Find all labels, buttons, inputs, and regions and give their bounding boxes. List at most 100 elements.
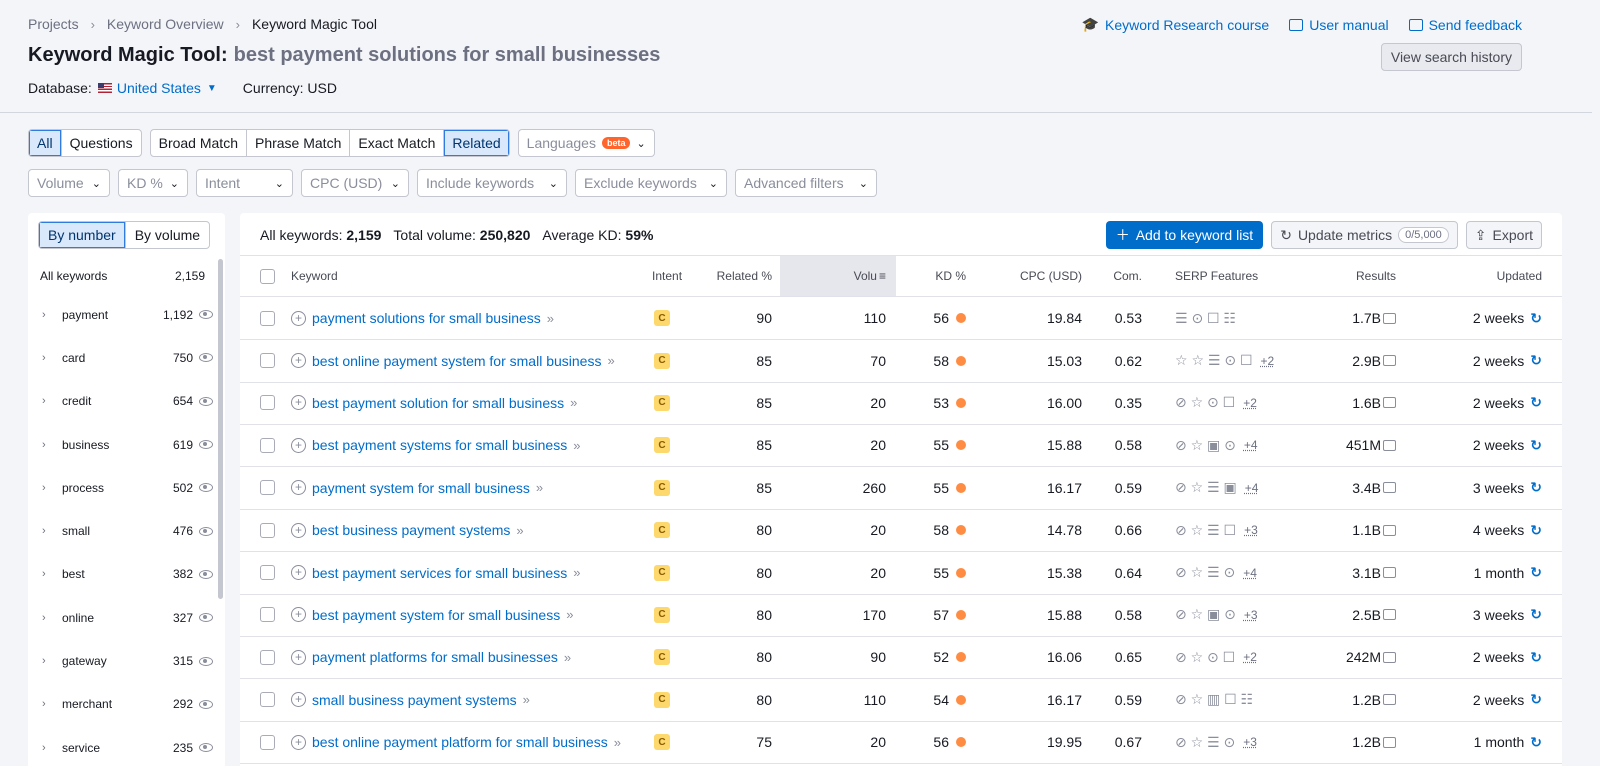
eye-icon[interactable] [199,569,213,579]
chevron-right-icon[interactable]: › [42,525,46,538]
keyword-link[interactable]: best payment system for small business [312,606,561,623]
row-checkbox[interactable] [260,310,275,326]
row-checkbox[interactable] [260,353,275,369]
breadcrumb-projects[interactable]: Projects [28,16,79,32]
add-keyword-icon[interactable]: + [291,522,306,538]
row-checkbox[interactable] [260,607,275,623]
chevron-right-icon[interactable]: › [42,438,46,451]
all-keywords-group[interactable]: All keywords 2,159 [40,269,205,283]
serp-snapshot-icon[interactable] [1383,651,1396,663]
row-checkbox[interactable] [260,734,275,750]
add-to-keyword-list-button[interactable]: ＋ Add to keyword list [1105,221,1264,249]
keyword-link[interactable]: payment platforms for small businesses [312,649,558,666]
refresh-icon[interactable]: ↻ [1530,352,1542,369]
keyword-link[interactable]: best payment solution for small business [312,394,565,411]
serp-more-link[interactable]: +2 [1260,353,1275,368]
serp-snapshot-icon[interactable] [1383,397,1396,409]
col-keyword[interactable]: Keyword [291,269,338,283]
double-chevron-icon[interactable]: » [566,607,574,623]
row-checkbox[interactable] [260,480,275,496]
exclude-keywords-filter[interactable]: Exclude keywords ⌄ [575,169,727,197]
refresh-icon[interactable]: ↻ [1530,436,1542,453]
eye-icon[interactable] [199,526,213,536]
keyword-link[interactable]: best payment systems for small business [312,437,568,454]
refresh-icon[interactable]: ↻ [1530,648,1542,665]
sidebar-group-item[interactable]: › business 619 [28,423,213,466]
update-metrics-button[interactable]: ↻ Update metrics 0/5,000 [1271,221,1458,249]
chevron-right-icon[interactable]: › [42,698,46,711]
row-checkbox[interactable] [260,395,275,411]
tab-broad-match[interactable]: Broad Match [151,130,247,156]
keyword-link[interactable]: payment solutions for small business [312,310,541,327]
serp-snapshot-icon[interactable] [1383,694,1396,706]
kd-filter[interactable]: KD % ⌄ [118,169,188,197]
eye-icon[interactable] [199,699,213,709]
eye-icon[interactable] [199,310,213,320]
sidebar-group-item[interactable]: › best 382 [28,553,213,596]
advanced-filters[interactable]: Advanced filters ⌄ [735,169,877,197]
serp-more-link[interactable]: +2 [1243,650,1257,665]
export-button[interactable]: ⇪ Export [1465,221,1542,249]
refresh-icon[interactable]: ↻ [1530,606,1542,623]
sidebar-group-item[interactable]: › small 476 [28,509,213,552]
sidebar-scrollbar[interactable] [218,259,223,599]
row-checkbox[interactable] [260,692,275,708]
add-keyword-icon[interactable]: + [291,607,306,623]
send-feedback-link[interactable]: Send feedback [1408,16,1522,33]
double-chevron-icon[interactable]: » [546,310,555,326]
tab-questions[interactable]: Questions [69,135,133,151]
sidebar-group-item[interactable]: › process 502 [28,466,213,509]
serp-more-link[interactable]: +2 [1243,395,1257,410]
sidebar-group-item[interactable]: › online 327 [28,596,213,639]
add-keyword-icon[interactable]: + [291,395,306,411]
database-dropdown[interactable]: United States [116,80,201,96]
keyword-link[interactable]: best business payment systems [312,522,511,539]
col-cpc[interactable]: CPC (USD) [1020,269,1082,283]
double-chevron-icon[interactable]: » [573,437,581,453]
serp-snapshot-icon[interactable] [1383,439,1396,451]
languages-dropdown[interactable]: Languages beta ⌄ [517,129,655,157]
eye-icon[interactable] [199,440,213,450]
keyword-link[interactable]: best online payment system for small bus… [312,352,602,369]
chevron-right-icon[interactable]: › [42,308,46,321]
refresh-icon[interactable]: ↻ [1530,733,1542,750]
tab-all[interactable]: All [29,130,62,156]
double-chevron-icon[interactable]: » [516,522,524,538]
chevron-right-icon[interactable]: › [42,568,46,581]
tab-related[interactable]: Related [444,130,509,156]
keyword-link[interactable]: payment system for small business [312,479,530,496]
sidebar-group-item[interactable]: › credit 654 [28,380,213,423]
serp-snapshot-icon[interactable] [1383,524,1396,536]
add-keyword-icon[interactable]: + [291,480,306,496]
add-keyword-icon[interactable]: + [291,353,306,369]
eye-icon[interactable] [199,353,213,363]
tab-phrase-match[interactable]: Phrase Match [247,130,351,156]
col-updated[interactable]: Updated [1496,269,1542,283]
add-keyword-icon[interactable]: + [291,437,306,453]
row-checkbox[interactable] [260,565,275,581]
chevron-right-icon[interactable]: › [42,655,46,668]
sidebar-group-item[interactable]: › payment 1,192 [28,293,213,336]
keyword-link[interactable]: best online payment platform for small b… [312,734,608,751]
chevron-right-icon[interactable]: › [42,481,46,494]
eye-icon[interactable] [199,656,213,666]
chevron-right-icon[interactable]: › [42,741,46,754]
col-serp[interactable]: SERP Features [1175,269,1259,283]
refresh-icon[interactable]: ↻ [1530,309,1542,326]
col-results[interactable]: Results [1355,269,1396,283]
add-keyword-icon[interactable]: + [291,649,306,665]
chevron-down-icon[interactable]: ▼ [206,82,217,94]
serp-snapshot-icon[interactable] [1383,609,1396,621]
row-checkbox[interactable] [260,437,275,453]
eye-icon[interactable] [199,396,213,406]
sort-by-number[interactable]: By number [39,222,126,248]
tab-exact-match[interactable]: Exact Match [350,130,445,156]
breadcrumb-keyword-overview[interactable]: Keyword Overview [106,16,224,32]
view-search-history-button[interactable]: View search history [1380,43,1522,71]
double-chevron-icon[interactable]: » [607,353,615,369]
keyword-link[interactable]: best payment services for small business [312,564,568,581]
intent-filter[interactable]: Intent ⌄ [196,169,293,197]
col-intent[interactable]: Intent [652,269,683,283]
add-keyword-icon[interactable]: + [291,310,306,326]
sidebar-group-item[interactable]: › card 750 [28,336,213,379]
